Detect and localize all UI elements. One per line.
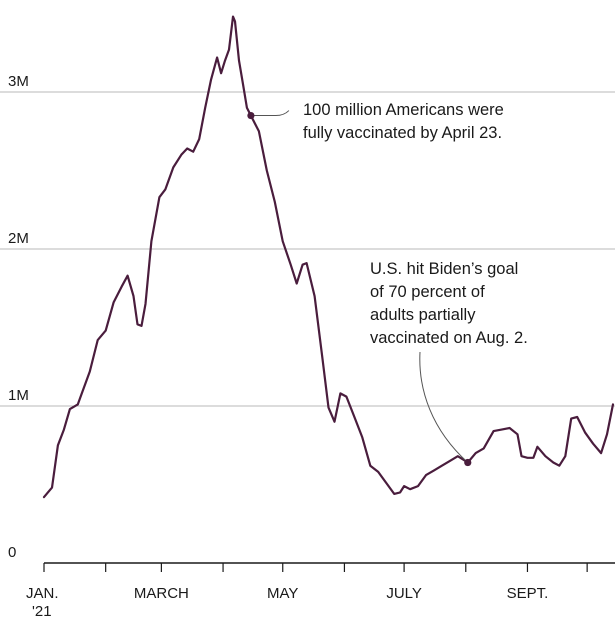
x-tick-label: MAY: [267, 585, 298, 602]
y-tick-label: 0: [8, 544, 16, 561]
x-axis: JAN.'21 MARCH MAY JULY SEPT.: [26, 562, 615, 620]
y-axis-tick-labels: 0 1M 2M 3M: [8, 73, 29, 561]
annotation-text: 100 million Americans were: [303, 101, 504, 119]
series-group: [42, 15, 615, 499]
x-tick-label: MARCH: [134, 585, 189, 602]
y-tick-label: 1M: [8, 387, 29, 404]
annotation-text: U.S. hit Biden’s goal: [370, 260, 518, 278]
y-tick-label: 3M: [8, 73, 29, 90]
gridlines: [0, 91, 615, 407]
annotation-leader: [250, 110, 290, 117]
annotation-text: of 70 percent of: [370, 283, 485, 301]
x-tick-label: SEPT.: [507, 585, 549, 602]
series-line: [42, 15, 615, 499]
annotation-text: fully vaccinated by April 23.: [303, 124, 502, 142]
x-tick-label: JAN.: [26, 585, 59, 602]
annotation-point: [464, 458, 472, 467]
y-tick-label: 2M: [8, 230, 29, 247]
x-tick-label-year: '21: [32, 603, 52, 620]
annotations: 100 million Americans were fully vaccinat…: [247, 101, 528, 467]
annotation-text: vaccinated on Aug. 2.: [370, 329, 528, 347]
annotation-text: adults partially: [370, 306, 476, 324]
annotation-leader: [419, 351, 469, 463]
x-tick-label: JULY: [386, 585, 422, 602]
annotation-point: [247, 111, 255, 120]
